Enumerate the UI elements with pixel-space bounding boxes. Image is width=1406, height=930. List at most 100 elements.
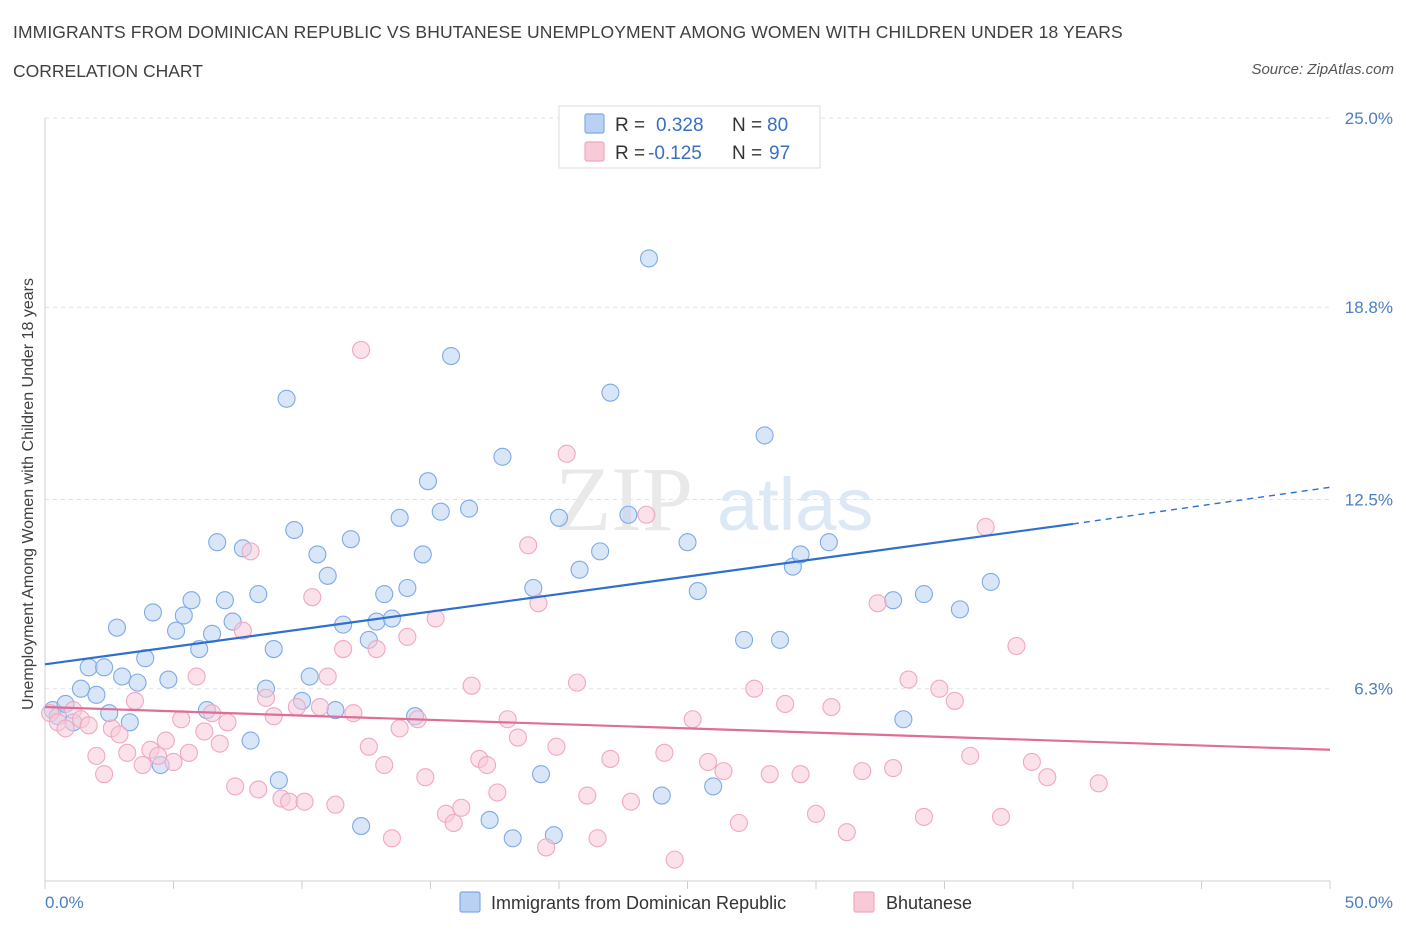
legend-n-label: N = — [732, 143, 762, 164]
axes — [44, 118, 1331, 889]
point-bhutanese — [233, 621, 252, 640]
point-dominican — [884, 591, 903, 610]
point-bhutanese — [699, 752, 718, 772]
point-bhutanese — [264, 707, 283, 726]
point-dominican — [174, 606, 193, 625]
data-points — [41, 249, 1108, 869]
point-bhutanese — [164, 752, 183, 772]
point-bhutanese — [125, 691, 144, 710]
point-bhutanese — [416, 768, 435, 787]
point-dominican — [241, 731, 260, 750]
point-bhutanese — [303, 588, 322, 607]
point-bhutanese — [1038, 768, 1057, 787]
point-dominican — [755, 426, 774, 445]
point-bhutanese — [179, 743, 198, 762]
point-bhutanese — [729, 813, 748, 833]
point-bhutanese — [318, 667, 337, 686]
point-dominican — [87, 685, 106, 704]
trend-line-dominican — [44, 522, 1074, 666]
point-bhutanese — [776, 694, 795, 714]
point-dominican — [113, 667, 132, 686]
legend-bottom-swatch-bhutanese — [853, 891, 875, 913]
point-bhutanese — [621, 792, 641, 811]
legend-n-value: 80 — [767, 115, 788, 136]
x-tick-label: 0.0% — [45, 893, 84, 912]
chart-title: IMMIGRANTS FROM DOMINICAN REPUBLIC VS BH… — [13, 22, 1123, 42]
point-bhutanese — [110, 725, 129, 744]
point-bhutanese — [249, 780, 268, 799]
point-bhutanese — [375, 755, 394, 775]
point-bhutanese — [382, 829, 402, 848]
point-bhutanese — [452, 798, 471, 817]
point-dominican — [143, 603, 162, 622]
point-bhutanese — [352, 340, 371, 360]
point-bhutanese — [567, 673, 587, 692]
point-bhutanese — [367, 639, 386, 659]
legend-bottom-label-dominican: Immigrants from Dominican Republic — [491, 893, 786, 913]
point-bhutanese — [1022, 752, 1041, 772]
point-dominican — [770, 630, 790, 649]
point-bhutanese — [87, 746, 106, 765]
point-dominican — [601, 383, 620, 402]
legend-r-value: -0.125 — [648, 143, 702, 164]
legend-swatch-bhutanese — [584, 141, 605, 162]
point-dominican — [95, 658, 114, 677]
point-bhutanese — [477, 755, 497, 775]
point-bhutanese — [310, 697, 330, 717]
point-dominican — [100, 704, 119, 723]
point-dominican — [791, 545, 810, 564]
point-bhutanese — [853, 762, 872, 781]
point-bhutanese — [210, 734, 229, 753]
grid-lines — [45, 117, 1330, 690]
point-bhutanese — [519, 536, 538, 555]
point-bhutanese — [578, 786, 597, 805]
point-dominican — [950, 600, 969, 619]
point-dominican — [367, 612, 386, 631]
legend-r-label: R = — [615, 115, 645, 136]
point-bhutanese — [601, 749, 620, 768]
point-bhutanese — [326, 795, 345, 814]
point-dominican — [318, 566, 337, 585]
point-dominican — [678, 533, 697, 552]
legend-bottom: Immigrants from Dominican Republic Bhuta… — [459, 891, 972, 913]
point-bhutanese — [930, 679, 949, 698]
legend-top: R = 0.328 N = 80 R = -0.125 N = 97 — [558, 105, 821, 169]
point-bhutanese — [665, 850, 684, 869]
point-dominican — [390, 508, 409, 527]
point-bhutanese — [714, 762, 733, 781]
point-bhutanese — [806, 804, 826, 823]
point-bhutanese — [914, 807, 933, 826]
legend-n-label: N = — [732, 115, 762, 136]
y-tick-label: 18.8% — [1345, 298, 1393, 317]
point-bhutanese — [218, 713, 237, 732]
point-bhutanese — [187, 667, 206, 686]
point-dominican — [914, 585, 933, 604]
point-dominican — [71, 679, 91, 698]
point-bhutanese — [95, 765, 114, 784]
point-dominican — [442, 347, 461, 366]
point-dominican — [182, 591, 201, 610]
point-bhutanese — [56, 719, 75, 738]
point-bhutanese — [241, 542, 260, 561]
point-dominican — [167, 621, 186, 640]
point-dominican — [79, 658, 98, 677]
point-bhutanese — [991, 807, 1011, 826]
point-bhutanese — [390, 719, 409, 738]
trend-lines — [44, 486, 1331, 751]
point-bhutanese — [156, 731, 175, 750]
trend-line-bhutanese — [44, 705, 1331, 751]
point-bhutanese — [498, 710, 517, 729]
point-bhutanese — [256, 688, 276, 707]
source-credit: Source: ZipAtlas.com — [1251, 61, 1394, 78]
point-dominican — [352, 817, 371, 836]
point-bhutanese — [745, 679, 764, 698]
point-bhutanese — [1007, 636, 1026, 656]
y-axis-title: Unemployment Among Women with Children U… — [20, 278, 37, 710]
point-bhutanese — [359, 737, 378, 756]
point-dominican — [269, 771, 288, 790]
x-tick-label: 50.0% — [1345, 893, 1393, 912]
legend-bottom-label-bhutanese: Bhutanese — [886, 893, 972, 913]
point-bhutanese — [899, 670, 918, 689]
point-dominican — [570, 560, 589, 579]
point-dominican — [375, 585, 394, 604]
